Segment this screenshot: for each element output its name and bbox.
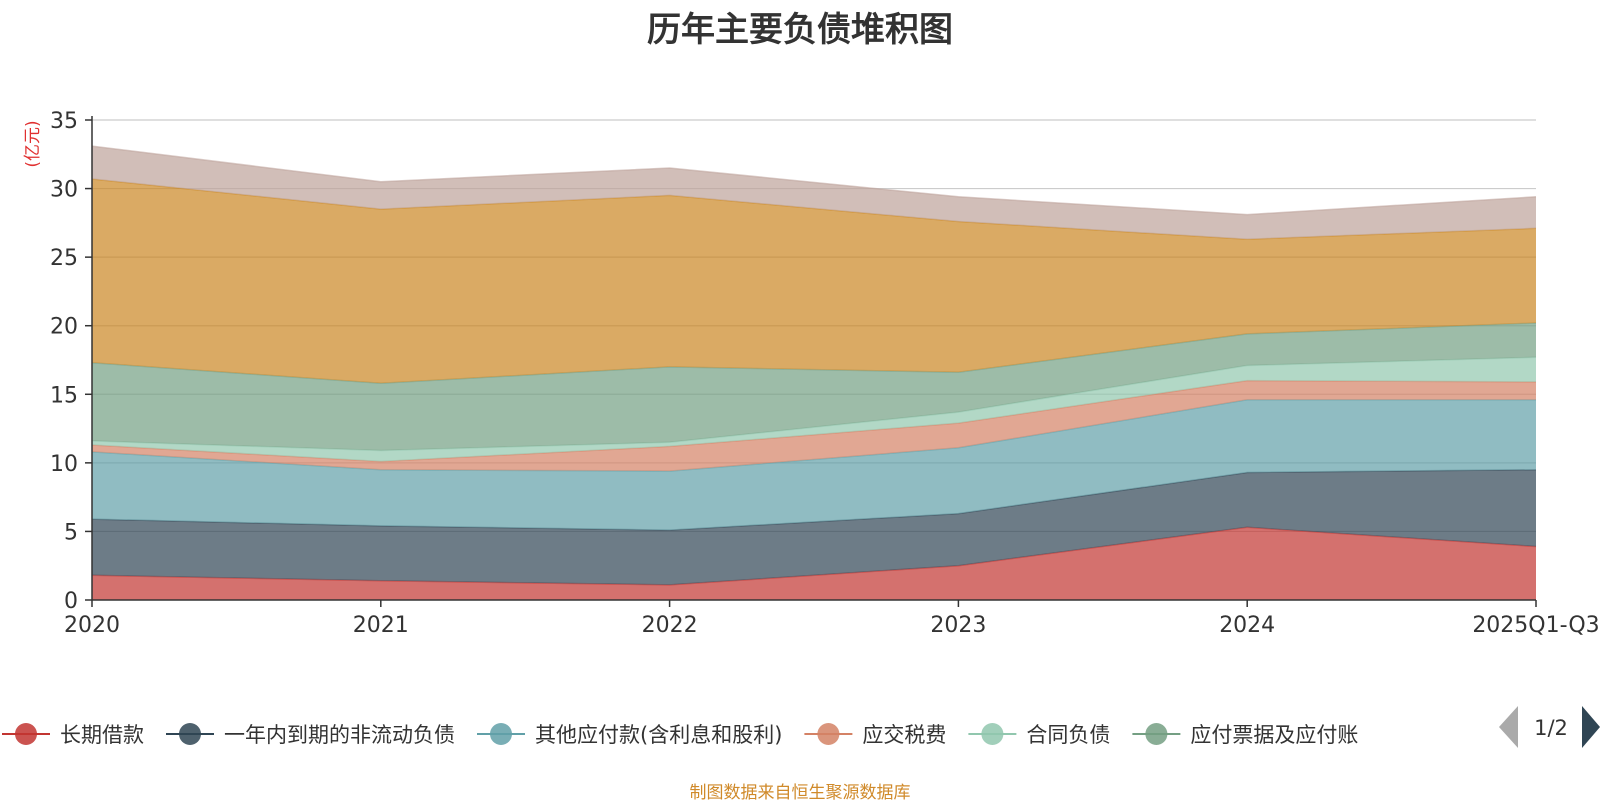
legend-item-3[interactable]: 应交税费 [804, 723, 946, 747]
legend-prev-icon[interactable] [1499, 706, 1518, 748]
area-series-2[interactable] [92, 399, 1536, 531]
y-tick-label: 0 [64, 589, 78, 614]
legend-label: 其他应付款(含利息和股利) [535, 723, 782, 747]
y-tick-label: 25 [50, 246, 78, 271]
axis-layer: 0 5 10 15 20 25 30 35 2020 2021 2022 2023 2024 2025Q1… [50, 109, 1600, 638]
legend-label: 长期借款 [60, 723, 144, 747]
area-series-edge-5 [91, 322, 1537, 385]
y-tick-label: 5 [64, 520, 78, 545]
chart-title: 历年主要负债堆积图 [647, 10, 953, 50]
area-layer [91, 145, 1537, 600]
y-tick-label: 30 [50, 178, 78, 203]
legend-marker-icon [15, 723, 37, 745]
y-tick-label: 20 [50, 315, 78, 340]
legend-next-icon[interactable] [1582, 706, 1600, 748]
legend-marker-icon [817, 723, 840, 745]
area-series-1[interactable] [92, 469, 1536, 585]
legend-label: 一年内到期的非流动负债 [224, 723, 455, 747]
area-series-3[interactable] [92, 380, 1536, 472]
legend-item-1[interactable]: 一年内到期的非流动负债 [166, 723, 455, 747]
source-note: 制图数据来自恒生聚源数据库 [689, 783, 911, 803]
legend-pager: 1/2 [1499, 706, 1600, 748]
x-tick-label: 2023 [930, 613, 986, 638]
legend-marker-icon [179, 723, 201, 745]
area-series-7[interactable] [92, 146, 1536, 240]
legend-item-5[interactable]: 应付票据及应付账 [1132, 723, 1358, 747]
x-tick-label: 2024 [1219, 613, 1275, 638]
legend-item-0[interactable]: 长期借款 [2, 723, 144, 747]
x-tick-label: 2025Q1-Q3 [1472, 613, 1599, 638]
legend-marker-icon [490, 723, 512, 745]
x-tick-label: 2021 [353, 613, 409, 638]
legend-item-2[interactable]: 其他应付款(含利息和股利) [477, 723, 782, 747]
area-series-5[interactable] [92, 323, 1536, 451]
x-tick-label: 2020 [64, 613, 120, 638]
area-series-edge-7 [91, 145, 1537, 216]
legend-marker-icon [981, 723, 1004, 745]
legend-page-indicator: 1/2 [1534, 716, 1568, 740]
legend-label: 应付票据及应付账 [1190, 723, 1358, 747]
legend-item-4[interactable]: 合同负债 [968, 723, 1110, 747]
y-tick-label: 10 [50, 452, 78, 477]
area-series-4[interactable] [92, 357, 1536, 462]
y-tick-label: 35 [50, 109, 78, 134]
legend-label: 合同负债 [1026, 723, 1110, 747]
x-tick-label: 2022 [642, 613, 698, 638]
legend-label: 应交税费 [862, 723, 946, 747]
legend: 长期借款 一年内到期的非流动负债 其他应付款(含利息和股利) 应交税费 合同负债 应付票据… [2, 723, 1358, 747]
legend-marker-icon [1145, 723, 1168, 745]
y-axis-label: (亿元) [23, 120, 43, 167]
area-series-6[interactable] [92, 179, 1536, 384]
y-tick-label: 15 [50, 383, 78, 408]
